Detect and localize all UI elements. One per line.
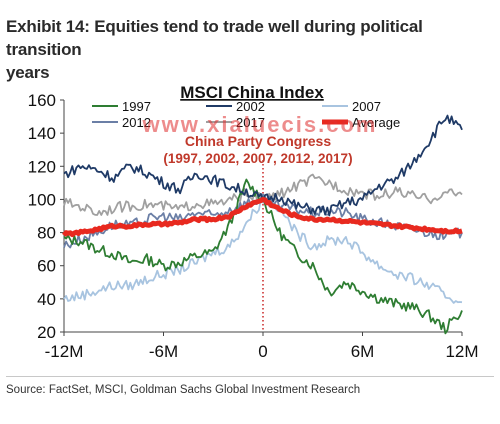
watermark-text: www.xialuecis.com — [142, 112, 378, 137]
annotation-line2: (1997, 2002, 2007, 2012, 2017) — [163, 151, 352, 166]
y-tick-label: 100 — [28, 190, 56, 209]
x-tick-label: 0 — [258, 342, 267, 361]
chart-legend: 1997 2002 2007 2012 2017 Average — [92, 99, 400, 130]
legend-label-1997: 1997 — [122, 99, 151, 114]
exhibit-title-line2: years — [6, 63, 50, 82]
y-tick-label: 20 — [37, 323, 56, 342]
series-line-2007 — [63, 198, 463, 304]
annotation-line1: China Party Congress — [185, 133, 331, 149]
legend-label-2007: 2007 — [352, 99, 381, 114]
x-tick-label: -6M — [149, 342, 178, 361]
chart-title: MSCI China Index — [180, 83, 324, 102]
legend-label-average: Average — [352, 115, 400, 130]
x-tick-label: -12M — [45, 342, 84, 361]
y-tick-label: 160 — [28, 91, 56, 110]
chart-axes: 20 40 60 80 100 120 140 160 -12M -6M 0 6M 12M — [28, 91, 479, 361]
series-line-average — [62, 196, 463, 238]
source-note: Source: FactSet, MSCI, Goldman Sachs Glo… — [6, 384, 361, 396]
msci-china-chart: 20 40 60 80 100 120 140 160 -12M -6M 0 6M 12M MSCI C… — [28, 83, 479, 361]
y-tick-label: 120 — [28, 157, 56, 176]
exhibit-title-line1: Exhibit 14: Equities tend to trade well … — [6, 17, 423, 59]
series-line-2012 — [63, 193, 463, 249]
exhibit-title: Exhibit 14: Equities tend to trade well … — [6, 15, 496, 84]
y-tick-label: 40 — [37, 290, 56, 309]
legend-label-2012: 2012 — [122, 115, 151, 130]
footer-divider — [6, 376, 494, 377]
x-tick-label: 12M — [445, 342, 478, 361]
chart-series-layer — [62, 114, 463, 335]
y-tick-label: 60 — [37, 257, 56, 276]
x-tick-label: 6M — [351, 342, 375, 361]
legend-label-2002: 2002 — [236, 99, 265, 114]
legend-label-2017: 2017 — [236, 115, 265, 130]
y-tick-label: 140 — [28, 124, 56, 143]
y-tick-label: 80 — [37, 224, 56, 243]
